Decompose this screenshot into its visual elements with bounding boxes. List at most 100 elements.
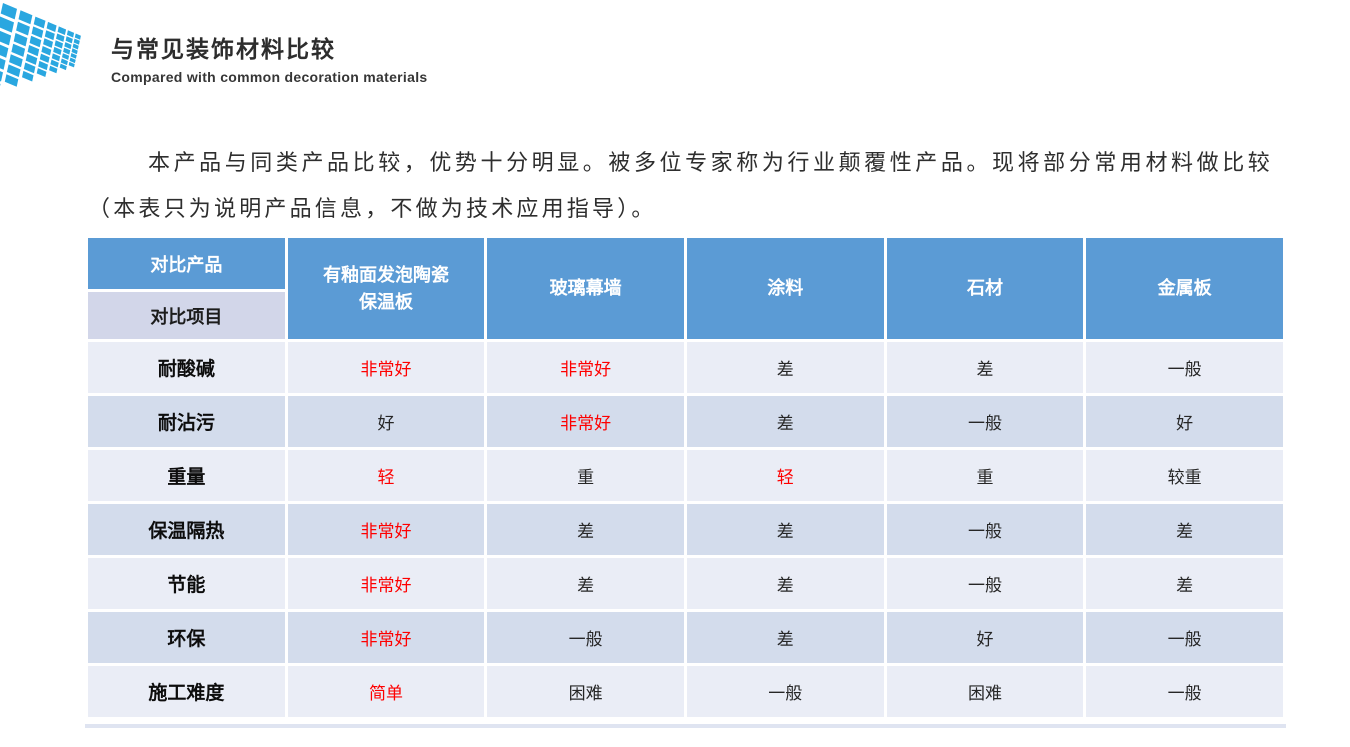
- comparison-value-cell: 重: [886, 450, 1084, 501]
- table-row: 节能 非常好差差一般差: [88, 558, 1283, 609]
- brand-header: 与常见装饰材料比较 Compared with common decoratio…: [111, 36, 427, 85]
- logo-tile: [57, 26, 67, 35]
- logo-tile: [25, 53, 38, 65]
- comparison-value-cell: 困难: [886, 666, 1084, 717]
- comparison-value-cell: 好: [1086, 396, 1283, 447]
- logo-tile: [63, 47, 71, 55]
- comparison-value-cell: 重: [487, 450, 684, 501]
- comparison-value-cell: 差: [686, 342, 884, 393]
- comparison-value-cell: 一般: [886, 396, 1084, 447]
- comparison-value-cell: 差: [1086, 558, 1283, 609]
- logo-tile: [4, 74, 19, 87]
- comparison-value-cell: 一般: [686, 666, 884, 717]
- comparison-value-cell: 差: [487, 558, 684, 609]
- comparison-value-cell: 非常好: [287, 558, 485, 609]
- logo-tile: [71, 48, 78, 55]
- logo-tile: [64, 42, 72, 50]
- logo-tile: [6, 64, 21, 77]
- logo-tile: [0, 30, 12, 46]
- logo-tile: [36, 68, 47, 77]
- facade-tiles-logo-icon: [0, 3, 81, 87]
- logo-tile: [60, 58, 68, 66]
- comparison-table-body: 耐酸碱 非常好 非常好差差一般 耐沾污好非常好差一般好重量轻重轻重较重 保温隔热 非常好差…: [88, 342, 1283, 717]
- logo-tile: [70, 53, 77, 59]
- logo-tile: [0, 58, 6, 70]
- logo-tile: [46, 21, 57, 32]
- comparison-value-cell: 一般: [1086, 612, 1283, 663]
- comparison-table-wrap: 对比产品 有釉面发泡陶瓷 保温板 玻璃幕墙 涂料 石材 金属板 对比项目 耐酸碱…: [85, 235, 1286, 720]
- comparison-value-cell: 一般: [1086, 342, 1283, 393]
- logo-tile: [44, 30, 55, 41]
- logo-tile: [62, 53, 70, 60]
- logo-tile: [39, 53, 50, 63]
- logo-tile: [53, 46, 62, 55]
- intro-paragraph: 本产品与同类产品比较，优势十分明显。被多位专家称为行业颠覆性产品。现将部分常用材…: [88, 150, 1273, 221]
- logo-tile: [73, 38, 80, 45]
- logo-tile: [56, 33, 65, 42]
- table-row: 重量轻重轻重较重: [88, 450, 1283, 501]
- logo-tile: [16, 21, 30, 36]
- logo-tile: [0, 83, 1, 87]
- logo-tile: [50, 59, 59, 68]
- comparison-value-cell: 非常好: [287, 504, 485, 555]
- logo-tile: [59, 63, 67, 71]
- comparison-value-cell: 差: [686, 504, 884, 555]
- logo-tile: [43, 38, 53, 48]
- comparison-table: 对比产品 有釉面发泡陶瓷 保温板 玻璃幕墙 涂料 石材 金属板 对比项目 耐酸碱…: [85, 235, 1286, 720]
- logo-tile: [22, 70, 34, 82]
- logo-tile: [74, 33, 81, 40]
- comparison-value-cell: 好: [287, 396, 485, 447]
- column-header-coating: 涂料: [686, 238, 884, 339]
- logo-tile: [31, 26, 44, 38]
- table-row: 耐酸碱 非常好 非常好差差一般: [88, 342, 1283, 393]
- page-subtitle: Compared with common decoration material…: [111, 69, 428, 85]
- logo-tile: [0, 16, 14, 33]
- column-header-product: 有釉面发泡陶瓷 保温板: [287, 238, 485, 339]
- column-header-stone: 石材: [886, 238, 1084, 339]
- logo-tile: [49, 65, 58, 74]
- logo-tile: [65, 36, 73, 44]
- logo-tile: [66, 30, 75, 38]
- comparison-value-cell: 非常好: [487, 342, 684, 393]
- row-label: 耐酸碱: [88, 342, 285, 393]
- comparison-value-cell: 较重: [1086, 450, 1283, 501]
- logo-tile: [41, 46, 52, 56]
- comparison-value-cell: 差: [886, 342, 1084, 393]
- comparison-value-cell: 一般: [487, 612, 684, 663]
- logo-tile: [11, 43, 26, 57]
- logo-tile: [0, 3, 17, 20]
- logo-tile: [69, 57, 76, 64]
- comparison-value-cell: 差: [487, 504, 684, 555]
- logo-tile: [29, 35, 42, 48]
- corner-top-cell: 对比产品: [88, 238, 285, 289]
- logo-tile: [33, 16, 46, 29]
- comparison-value-cell: 轻: [287, 450, 485, 501]
- table-row: 施工难度 简单 困难 一般 困难 一般: [88, 666, 1283, 717]
- column-header-metal-panel: 金属板: [1086, 238, 1283, 339]
- row-label: 重量: [88, 450, 285, 501]
- comparison-value-cell: 非常好: [287, 342, 485, 393]
- row-label: 保温隔热: [88, 504, 285, 555]
- logo-tile: [23, 62, 36, 74]
- comparison-value-cell: 轻: [686, 450, 884, 501]
- comparison-value-cell: 差: [1086, 504, 1283, 555]
- table-bottom-sliver: [85, 724, 1286, 728]
- comparison-value-cell: 一般: [1086, 666, 1283, 717]
- logo-tile: [18, 10, 33, 25]
- logo-tile: [54, 40, 63, 49]
- logo-tile: [38, 60, 48, 71]
- comparison-value-cell: 非常好: [287, 612, 485, 663]
- logo-tile: [9, 54, 23, 68]
- row-label: 节能: [88, 558, 285, 609]
- table-header: 对比产品 有釉面发泡陶瓷 保温板 玻璃幕墙 涂料 石材 金属板 对比项目: [88, 238, 1283, 339]
- table-row: 保温隔热 非常好差差一般差: [88, 504, 1283, 555]
- table-row: 耐沾污好非常好差一般好: [88, 396, 1283, 447]
- comparison-value-cell: 困难: [487, 666, 684, 717]
- logo-tile: [13, 33, 28, 47]
- comparison-value-cell: 差: [686, 396, 884, 447]
- comparison-value-cell: 非常好: [487, 396, 684, 447]
- page-title: 与常见装饰材料比较: [111, 36, 336, 62]
- logo-tile: [68, 61, 75, 68]
- comparison-value-cell: 差: [686, 612, 884, 663]
